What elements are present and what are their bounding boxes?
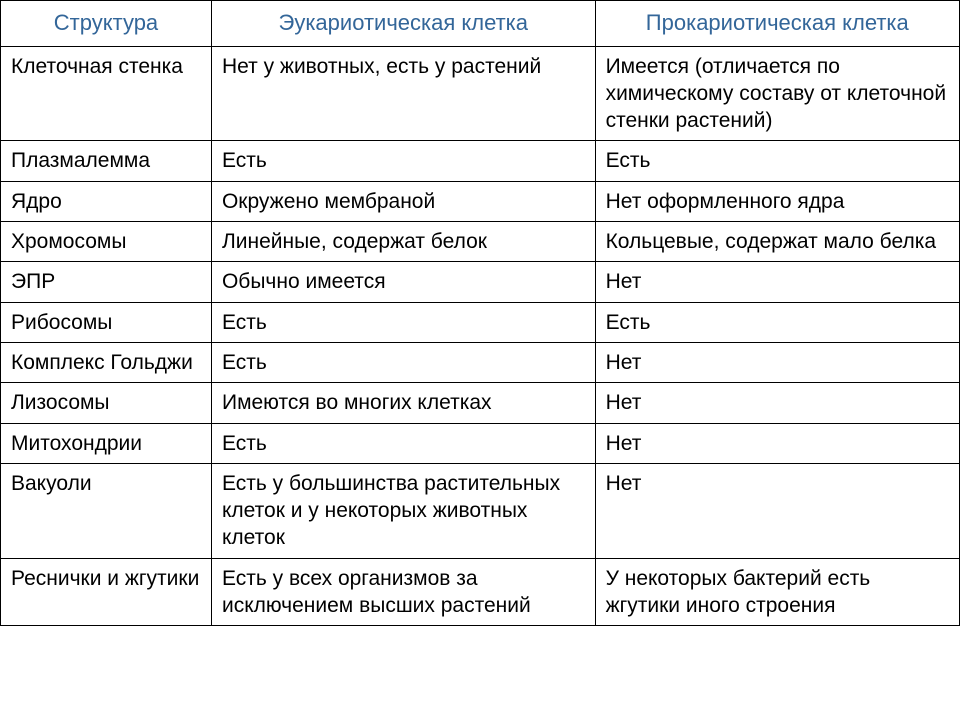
cell-eukaryotic: Есть	[211, 342, 595, 382]
table-row: Рибосомы Есть Есть	[1, 302, 960, 342]
table-body: Клеточная стенка Нет у животных, есть у …	[1, 46, 960, 626]
table-row: Ядро Окружено мембраной Нет оформленного…	[1, 181, 960, 221]
cell-eukaryotic: Есть у всех организмов за исключением вы…	[211, 558, 595, 626]
cell-structure: Рибосомы	[1, 302, 212, 342]
cell-structure: Комплекс Гольджи	[1, 342, 212, 382]
table-row: Лизосомы Имеются во многих клетках Нет	[1, 383, 960, 423]
table-header-row: Структура Эукариотическая клетка Прокари…	[1, 1, 960, 47]
cell-structure: ЭПР	[1, 262, 212, 302]
cell-structure: Ядро	[1, 181, 212, 221]
cell-prokaryotic: Нет	[595, 383, 959, 423]
cell-eukaryotic: Есть	[211, 141, 595, 181]
table-row: Клеточная стенка Нет у животных, есть у …	[1, 46, 960, 141]
col-header-prokaryotic: Прокариотическая клетка	[595, 1, 959, 47]
cell-prokaryotic: У некоторых бактерий есть жгутики иного …	[595, 558, 959, 626]
table-row: Хромосомы Линейные, содержат белок Кольц…	[1, 222, 960, 262]
cell-prokaryotic: Кольцевые, содержат мало белка	[595, 222, 959, 262]
cell-eukaryotic: Окружено мембраной	[211, 181, 595, 221]
cell-structure: Митохондрии	[1, 423, 212, 463]
cell-prokaryotic: Имеется (отличается по химическому соста…	[595, 46, 959, 141]
col-header-eukaryotic: Эукариотическая клетка	[211, 1, 595, 47]
table-row: ЭПР Обычно имеется Нет	[1, 262, 960, 302]
cell-eukaryotic: Обычно имеется	[211, 262, 595, 302]
cell-eukaryotic: Есть	[211, 302, 595, 342]
cell-prokaryotic: Нет	[595, 423, 959, 463]
table-row: Комплекс Гольджи Есть Нет	[1, 342, 960, 382]
cell-eukaryotic: Имеются во многих клетках	[211, 383, 595, 423]
cell-structure: Плазмалемма	[1, 141, 212, 181]
comparison-table: Структура Эукариотическая клетка Прокари…	[0, 0, 960, 626]
cell-prokaryotic: Нет оформленного ядра	[595, 181, 959, 221]
table-header: Структура Эукариотическая клетка Прокари…	[1, 1, 960, 47]
cell-eukaryotic: Есть	[211, 423, 595, 463]
table-row: Митохондрии Есть Нет	[1, 423, 960, 463]
cell-prokaryotic: Нет	[595, 342, 959, 382]
cell-eukaryotic: Есть у большинства растительных клеток и…	[211, 463, 595, 558]
cell-structure: Клеточная стенка	[1, 46, 212, 141]
cell-eukaryotic: Нет у животных, есть у растений	[211, 46, 595, 141]
cell-prokaryotic: Нет	[595, 262, 959, 302]
cell-prokaryotic: Есть	[595, 302, 959, 342]
table-row: Плазмалемма Есть Есть	[1, 141, 960, 181]
table-row: Реснички и жгутики Есть у всех организмо…	[1, 558, 960, 626]
cell-structure: Лизосомы	[1, 383, 212, 423]
cell-structure: Вакуоли	[1, 463, 212, 558]
table-row: Вакуоли Есть у большинства растительных …	[1, 463, 960, 558]
cell-prokaryotic: Нет	[595, 463, 959, 558]
cell-prokaryotic: Есть	[595, 141, 959, 181]
cell-structure: Реснички и жгутики	[1, 558, 212, 626]
cell-structure: Хромосомы	[1, 222, 212, 262]
col-header-structure: Структура	[1, 1, 212, 47]
cell-eukaryotic: Линейные, содержат белок	[211, 222, 595, 262]
